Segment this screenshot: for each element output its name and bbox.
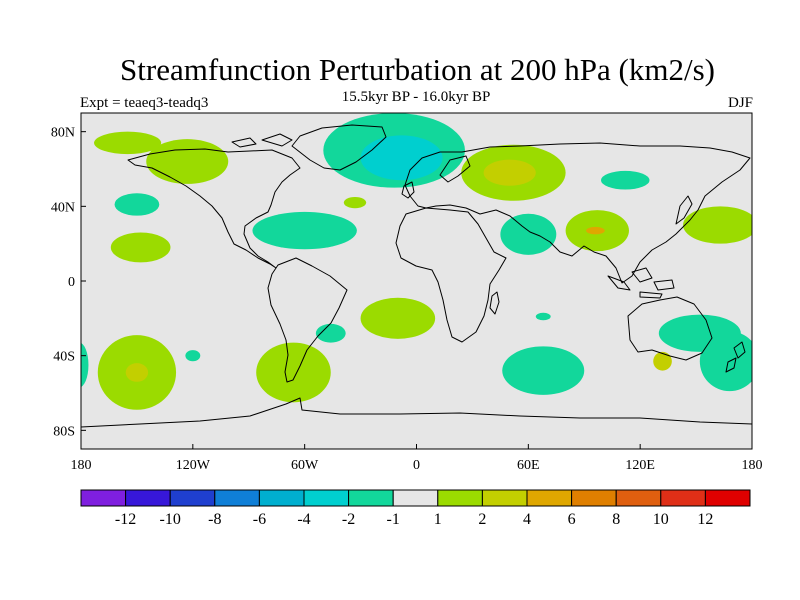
lat-tick-label-1: 40N — [51, 200, 75, 215]
anomaly-23 — [125, 363, 149, 382]
colorbar-swatch-14 — [704, 489, 751, 507]
colorbar-swatch-12 — [615, 489, 662, 507]
colorbar-label-4: -4 — [297, 511, 310, 528]
lon-tick-label-6: 180 — [742, 458, 763, 473]
colorbar-swatch-1 — [125, 489, 171, 507]
coast-madagascar — [489, 291, 500, 315]
anomaly-21 — [256, 342, 331, 403]
lon-tick-label-5: 120E — [625, 458, 655, 473]
colorbar-label-7: 1 — [434, 511, 442, 528]
lon-tick-label-1: 120W — [176, 458, 211, 473]
coast-antarctica — [81, 397, 752, 428]
lat-tick-label-4: 80S — [53, 424, 75, 439]
anomaly-14 — [683, 206, 752, 244]
colorbar-swatch-7 — [392, 489, 439, 507]
coast-new-zealand — [725, 341, 746, 373]
colorbar-label-12: 10 — [653, 511, 669, 528]
colorbar-label-1: -10 — [160, 511, 181, 528]
colorbar-label-5: -2 — [342, 511, 355, 528]
coast-arctic-islands — [231, 133, 293, 148]
coast-japan — [675, 195, 693, 225]
colorbar-label-11: 8 — [612, 511, 620, 528]
coast-north-america — [127, 148, 301, 269]
anomaly-layer — [81, 113, 752, 410]
coast-africa — [395, 207, 507, 343]
colorbar-swatch-8 — [437, 489, 483, 507]
colorbar-swatch-4 — [258, 489, 305, 507]
anomaly-17 — [653, 351, 672, 371]
anomaly-4 — [252, 211, 357, 250]
coast-british-isles — [401, 181, 415, 199]
anomaly-9 — [483, 159, 536, 186]
map-title: Streamfunction Perturbation at 200 hPa (… — [120, 52, 715, 87]
anomaly-10 — [601, 170, 650, 190]
anomaly-1 — [94, 131, 162, 155]
lon-tick-label-3: 0 — [413, 458, 420, 473]
anomaly-7 — [360, 135, 443, 181]
season-label: DJF — [727, 95, 753, 111]
colorbar-swatch-0 — [80, 489, 127, 507]
coast-eurasia — [404, 142, 751, 284]
anomaly-25 — [185, 350, 201, 362]
coastlines — [81, 124, 752, 428]
anomaly-20 — [315, 323, 346, 343]
colorbar-swatch-3 — [214, 489, 260, 507]
colorbar-swatch-11 — [571, 489, 617, 507]
coast-australia — [627, 296, 713, 361]
colorbar-label-13: 12 — [697, 511, 713, 528]
anomaly-11 — [500, 213, 557, 255]
colorbar-label-2: -8 — [208, 511, 221, 528]
colorbar-label-6: -1 — [387, 511, 400, 528]
lat-tick-label-3: 40S — [53, 350, 75, 365]
anomaly-16 — [699, 331, 752, 392]
anomaly-5 — [343, 197, 367, 209]
anomaly-24 — [81, 343, 89, 387]
coast-scandinavia — [439, 155, 471, 183]
anomaly-0 — [146, 139, 229, 184]
anomaly-18 — [502, 346, 585, 395]
colorbar-swatch-9 — [481, 489, 528, 507]
coast-greenland — [291, 124, 387, 171]
anomaly-13 — [586, 226, 605, 235]
anomaly-26 — [535, 312, 551, 321]
colorbar-swatch-6 — [348, 489, 394, 507]
lon-tick-label-0: 180 — [71, 458, 92, 473]
colorbar-label-9: 4 — [523, 511, 531, 528]
lat-tick-label-2: 0 — [68, 275, 75, 290]
colorbar-label-0: -12 — [115, 511, 136, 528]
anomaly-3 — [110, 232, 171, 263]
lat-tick-label-0: 80N — [51, 126, 75, 141]
anomaly-2 — [114, 193, 160, 216]
experiment-label: Expt = teaeq3-teadq3 — [80, 95, 209, 111]
colorbar-label-3: -6 — [253, 511, 266, 528]
colorbar-swatch-13 — [660, 489, 706, 507]
colorbar-label-10: 6 — [568, 511, 576, 528]
lon-tick-label-4: 60E — [517, 458, 540, 473]
lon-tick-label-2: 60W — [291, 458, 319, 473]
colorbar-swatch-10 — [526, 489, 573, 507]
map-subtitle: 15.5kyr BP - 16.0kyr BP — [341, 89, 491, 105]
axis-ticks: 180 120W 60W 0 60E 120E 180 80N 40N 0 40S 80S — [51, 126, 763, 473]
colorbar-label-8: 2 — [478, 511, 486, 528]
coast-indonesia — [607, 267, 675, 299]
colorbar: -12 -10 -8 -6 -4 -2 -1 1 2 4 6 8 10 12 — [80, 489, 751, 528]
colorbar-swatch-5 — [303, 489, 350, 507]
colorbar-swatch-2 — [169, 489, 216, 507]
coast-south-america — [267, 257, 348, 383]
anomaly-19 — [360, 297, 436, 339]
